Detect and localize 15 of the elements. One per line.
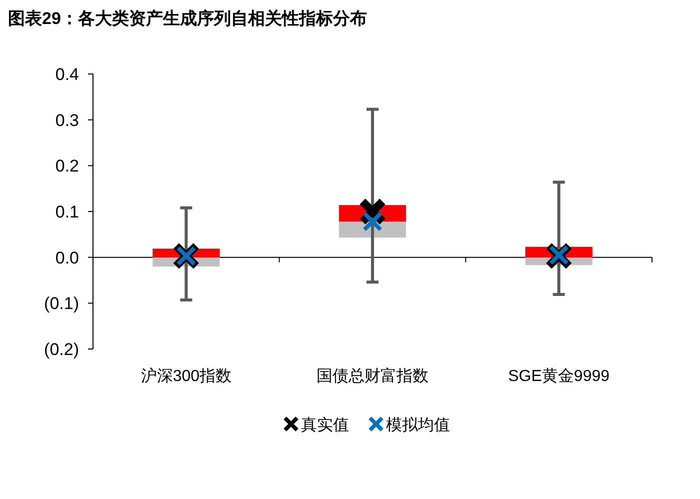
legend-label: 真实值 xyxy=(301,416,349,434)
y-tick-label: 0.4 xyxy=(55,65,79,84)
x-tick-label: 沪深300指数 xyxy=(140,367,232,385)
y-tick-label: 0.3 xyxy=(55,110,79,130)
x-tick-label: SGE黄金9999 xyxy=(508,367,610,385)
chart-title: 图表29：各大类资产生成序列自相关性指标分布 xyxy=(8,9,367,28)
y-tick-label: 0.2 xyxy=(55,156,79,176)
point xyxy=(362,212,382,232)
y-tick-label: (0.2) xyxy=(44,340,79,359)
point xyxy=(548,245,569,266)
x-tick-label: 国债总财富指数 xyxy=(316,367,428,385)
y-tick-label: (0.1) xyxy=(44,294,79,314)
y-tick-label: 0.0 xyxy=(55,248,79,268)
y-tick-label: 0.1 xyxy=(55,202,79,222)
legend-label: 模拟均值 xyxy=(386,416,450,434)
